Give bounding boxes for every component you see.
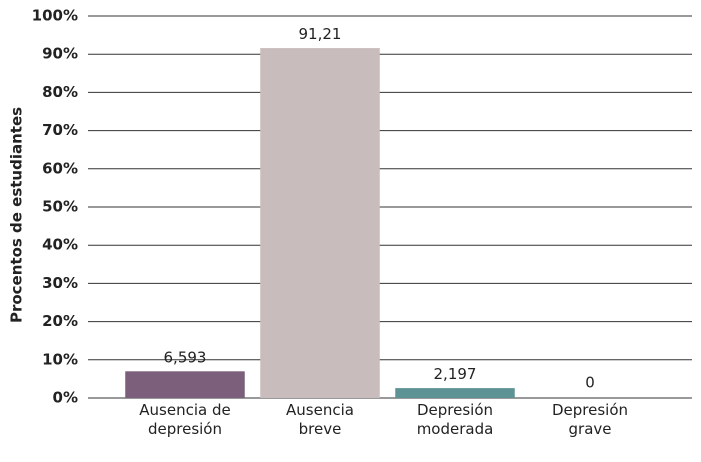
x-tick-label: Ausencia breve: [286, 401, 354, 438]
bar: [125, 371, 245, 398]
x-tick-label: Depresión grave: [551, 401, 629, 438]
y-tick-label: 20%: [42, 312, 78, 330]
data-label: 0: [585, 374, 595, 392]
x-tick-label: Depresión moderada: [416, 401, 494, 438]
y-tick-label: 50%: [42, 198, 78, 216]
bar: [260, 48, 380, 399]
data-label: 6,593: [164, 348, 207, 366]
y-tick-label: 90%: [42, 45, 78, 63]
y-tick-label: 30%: [42, 274, 78, 292]
y-tick-label: 40%: [42, 236, 78, 254]
y-tick-label: 80%: [42, 83, 78, 101]
y-tick-label: 0%: [53, 389, 78, 407]
y-axis-label: Procentos de estudiantes: [8, 107, 26, 323]
bar: [395, 388, 515, 398]
y-tick-label: 10%: [42, 350, 78, 368]
data-label: 91,21: [299, 25, 342, 43]
y-tick-label: 100%: [32, 7, 78, 25]
data-label: 2,197: [434, 365, 477, 383]
y-tick-label: 60%: [42, 159, 78, 177]
y-tick-label: 70%: [42, 121, 78, 139]
x-tick-label: Ausencia de depresión: [139, 401, 231, 438]
